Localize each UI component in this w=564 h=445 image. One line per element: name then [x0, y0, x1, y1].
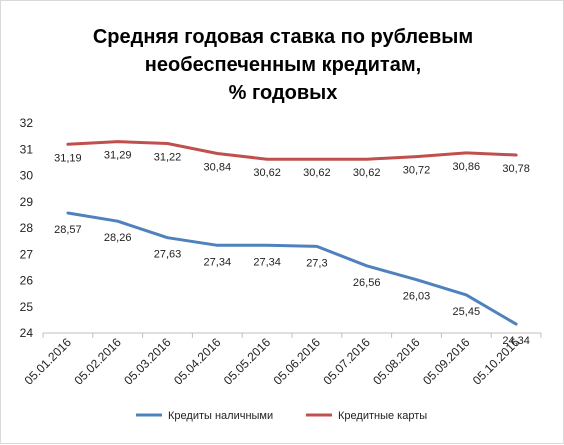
data-label: 30,84: [204, 161, 232, 173]
y-tick-label: 28: [20, 221, 34, 235]
series-layer: [66, 140, 518, 326]
data-label: 28,26: [104, 232, 132, 244]
chart-title-line-2: необеспеченным кредитам,: [145, 54, 421, 76]
data-label: 30,72: [403, 165, 431, 177]
y-tick-label: 27: [20, 247, 34, 261]
data-label: 25,45: [453, 306, 481, 318]
data-label: 31,19: [54, 152, 82, 164]
y-tick-label: 31: [20, 142, 34, 156]
data-label: 24,34: [502, 335, 530, 347]
y-tick-label: 32: [20, 116, 34, 130]
x-tick-label: 05.05.2016: [221, 335, 274, 388]
x-tick-label: 05.08.2016: [370, 335, 423, 388]
data-label: 31,29: [104, 150, 132, 162]
data-label: 27,3: [306, 257, 327, 269]
chart-title: Средняя годовая ставка по рублевым необе…: [93, 26, 473, 104]
chart-title-line-3: % годовых: [229, 82, 338, 104]
y-tick-label: 30: [20, 169, 34, 183]
y-tick-label: 25: [20, 300, 34, 314]
data-label: 30,78: [502, 163, 530, 175]
x-tick-label: 05.09.2016: [420, 335, 473, 388]
data-labels: 28,57 28,26 27,63 27,34 27,34 27,3 26,56 26,03 2…: [54, 150, 530, 347]
legend: Кредиты наличными Кредитные карты: [136, 410, 427, 422]
data-label: 28,57: [54, 224, 82, 236]
chart-title-line-1: Средняя годовая ставка по рублевым: [93, 26, 473, 48]
x-tick-label: 05.04.2016: [171, 335, 224, 388]
data-label: 31,22: [154, 151, 182, 163]
axes: 24252627282930313205.01.201605.02.201605…: [20, 116, 542, 388]
data-label: 27,34: [204, 256, 232, 268]
y-tick-label: 26: [20, 274, 34, 288]
data-label: 30,62: [353, 167, 381, 179]
legend-label-1: Кредитные карты: [338, 410, 427, 422]
y-tick-label: 24: [20, 326, 34, 340]
series-line-1: [66, 140, 518, 161]
data-label: 26,03: [403, 291, 431, 303]
data-label: 30,62: [303, 167, 331, 179]
series-line-0: [66, 211, 518, 326]
data-label: 30,86: [453, 161, 481, 173]
legend-label-0: Кредиты наличными: [168, 410, 273, 422]
x-tick-label: 05.03.2016: [121, 335, 174, 388]
y-tick-label: 29: [20, 195, 34, 209]
x-tick-label: 05.07.2016: [320, 335, 373, 388]
x-tick-label: 05.06.2016: [271, 335, 324, 388]
data-label: 27,34: [253, 256, 281, 268]
data-label: 27,63: [154, 249, 182, 261]
x-tick-label: 05.01.2016: [22, 335, 75, 388]
x-tick-label: 05.02.2016: [71, 335, 124, 388]
data-label: 26,56: [353, 277, 381, 289]
data-label: 30,62: [253, 167, 281, 179]
